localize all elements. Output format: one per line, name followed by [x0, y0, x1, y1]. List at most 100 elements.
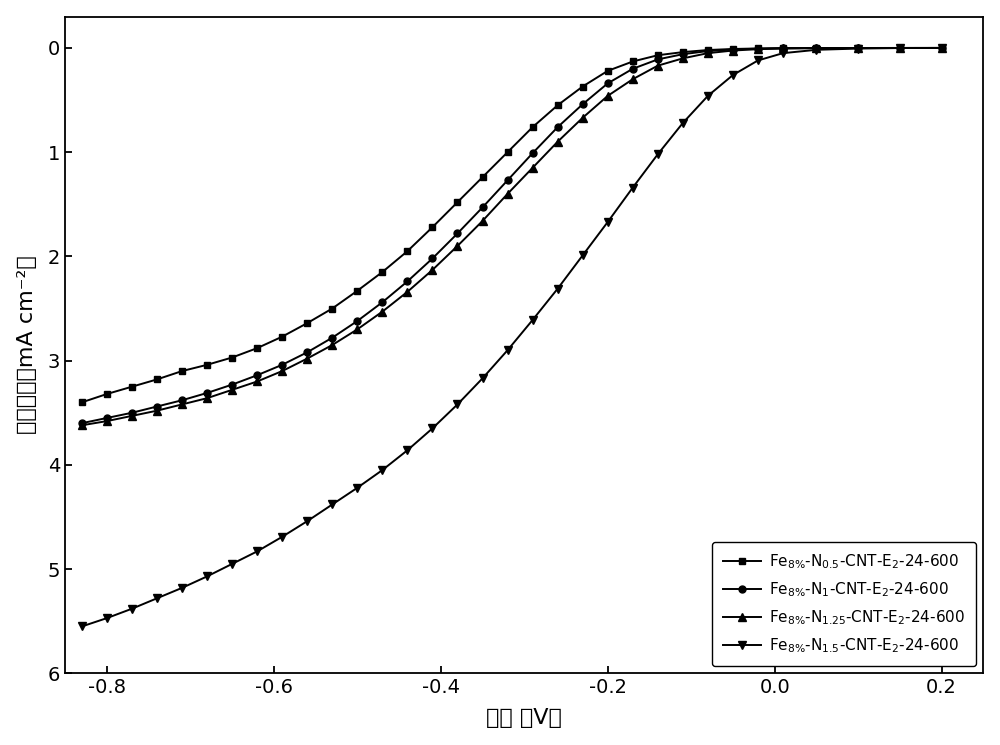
Fe$_{8\%}$-N$_{0.5}$-CNT-E$_2$-24-600 — [451, 197, 463, 206]
Fe$_{8\%}$-N$_{1.25}$-CNT-E$_2$-24-600 — [476, 217, 488, 226]
Fe$_{8\%}$-N$_{0.5}$-CNT-E$_2$-24-600 — [76, 398, 88, 407]
Fe$_{8\%}$-N$_{1.25}$-CNT-E$_2$-24-600 — [577, 113, 589, 122]
Fe$_{8\%}$-N$_{0.5}$-CNT-E$_2$-24-600 — [727, 45, 739, 54]
Fe$_{8\%}$-N$_1$-CNT-E$_2$-24-600 — [777, 44, 789, 53]
Fe$_{8\%}$-N$_1$-CNT-E$_2$-24-600 — [552, 123, 564, 132]
Fe$_{8\%}$-N$_{1.5}$-CNT-E$_2$-24-600 — [677, 118, 689, 127]
Fe$_{8\%}$-N$_{1.5}$-CNT-E$_2$-24-600 — [126, 604, 138, 613]
Fe$_{8\%}$-N$_{0.5}$-CNT-E$_2$-24-600 — [251, 343, 263, 352]
Fe$_{8\%}$-N$_1$-CNT-E$_2$-24-600 — [301, 348, 313, 357]
Fe$_{8\%}$-N$_{1.5}$-CNT-E$_2$-24-600 — [577, 251, 589, 260]
Fe$_{8\%}$-N$_1$-CNT-E$_2$-24-600 — [176, 396, 188, 405]
Fe$_{8\%}$-N$_{0.5}$-CNT-E$_2$-24-600 — [936, 43, 948, 52]
Fe$_{8\%}$-N$_{1.5}$-CNT-E$_2$-24-600 — [527, 316, 539, 325]
Fe$_{8\%}$-N$_{1.5}$-CNT-E$_2$-24-600 — [810, 45, 822, 54]
Fe$_{8\%}$-N$_{1.5}$-CNT-E$_2$-24-600 — [326, 500, 338, 509]
Fe$_{8\%}$-N$_{0.5}$-CNT-E$_2$-24-600 — [527, 123, 539, 132]
Fe$_{8\%}$-N$_1$-CNT-E$_2$-24-600 — [251, 371, 263, 380]
Fe$_{8\%}$-N$_1$-CNT-E$_2$-24-600 — [276, 361, 288, 370]
Fe$_{8\%}$-N$_1$-CNT-E$_2$-24-600 — [852, 43, 864, 52]
Fe$_{8\%}$-N$_{1.5}$-CNT-E$_2$-24-600 — [176, 583, 188, 592]
Fe$_{8\%}$-N$_{0.5}$-CNT-E$_2$-24-600 — [552, 101, 564, 110]
Fe$_{8\%}$-N$_{0.5}$-CNT-E$_2$-24-600 — [301, 319, 313, 328]
Legend: Fe$_{8\%}$-N$_{0.5}$-CNT-E$_2$-24-600, Fe$_{8\%}$-N$_1$-CNT-E$_2$-24-600, Fe$_{8: Fe$_{8\%}$-N$_{0.5}$-CNT-E$_2$-24-600, F… — [712, 542, 976, 666]
Fe$_{8\%}$-N$_{0.5}$-CNT-E$_2$-24-600 — [852, 43, 864, 52]
Fe$_{8\%}$-N$_{1.25}$-CNT-E$_2$-24-600 — [376, 307, 388, 316]
Fe$_{8\%}$-N$_{1.25}$-CNT-E$_2$-24-600 — [351, 325, 363, 334]
Fe$_{8\%}$-N$_{1.5}$-CNT-E$_2$-24-600 — [301, 517, 313, 526]
Fe$_{8\%}$-N$_{1.5}$-CNT-E$_2$-24-600 — [777, 48, 789, 57]
Fe$_{8\%}$-N$_{1.5}$-CNT-E$_2$-24-600 — [727, 71, 739, 80]
Fe$_{8\%}$-N$_{1.5}$-CNT-E$_2$-24-600 — [76, 622, 88, 631]
Fe$_{8\%}$-N$_{1.25}$-CNT-E$_2$-24-600 — [401, 288, 413, 297]
Fe$_{8\%}$-N$_{1.25}$-CNT-E$_2$-24-600 — [101, 416, 113, 425]
Fe$_{8\%}$-N$_{1.5}$-CNT-E$_2$-24-600 — [752, 56, 764, 65]
Fe$_{8\%}$-N$_{1.25}$-CNT-E$_2$-24-600 — [151, 406, 163, 415]
Fe$_{8\%}$-N$_{1.5}$-CNT-E$_2$-24-600 — [852, 44, 864, 53]
Fe$_{8\%}$-N$_{1.25}$-CNT-E$_2$-24-600 — [527, 163, 539, 172]
Fe$_{8\%}$-N$_{1.5}$-CNT-E$_2$-24-600 — [401, 446, 413, 454]
Fe$_{8\%}$-N$_{0.5}$-CNT-E$_2$-24-600 — [276, 332, 288, 341]
Fe$_{8\%}$-N$_{0.5}$-CNT-E$_2$-24-600 — [810, 43, 822, 52]
Fe$_{8\%}$-N$_{0.5}$-CNT-E$_2$-24-600 — [176, 367, 188, 375]
Fe$_{8\%}$-N$_1$-CNT-E$_2$-24-600 — [752, 44, 764, 53]
Fe$_{8\%}$-N$_{1.5}$-CNT-E$_2$-24-600 — [351, 484, 363, 492]
Fe$_{8\%}$-N$_{0.5}$-CNT-E$_2$-24-600 — [126, 382, 138, 391]
Fe$_{8\%}$-N$_{0.5}$-CNT-E$_2$-24-600 — [376, 267, 388, 276]
Fe$_{8\%}$-N$_{1.25}$-CNT-E$_2$-24-600 — [894, 43, 906, 52]
Fe$_{8\%}$-N$_{0.5}$-CNT-E$_2$-24-600 — [577, 82, 589, 91]
Fe$_{8\%}$-N$_{1.5}$-CNT-E$_2$-24-600 — [451, 400, 463, 409]
Fe$_{8\%}$-N$_{1.25}$-CNT-E$_2$-24-600 — [702, 48, 714, 57]
Fe$_{8\%}$-N$_{1.5}$-CNT-E$_2$-24-600 — [426, 424, 438, 433]
Fe$_{8\%}$-N$_1$-CNT-E$_2$-24-600 — [351, 317, 363, 326]
Fe$_{8\%}$-N$_{1.25}$-CNT-E$_2$-24-600 — [301, 354, 313, 363]
Fe$_{8\%}$-N$_1$-CNT-E$_2$-24-600 — [936, 43, 948, 52]
Fe$_{8\%}$-N$_{1.25}$-CNT-E$_2$-24-600 — [251, 377, 263, 386]
Fe$_{8\%}$-N$_{1.5}$-CNT-E$_2$-24-600 — [226, 559, 238, 568]
Fe$_{8\%}$-N$_{1.25}$-CNT-E$_2$-24-600 — [752, 45, 764, 54]
Fe$_{8\%}$-N$_{0.5}$-CNT-E$_2$-24-600 — [677, 48, 689, 57]
Fe$_{8\%}$-N$_{1.25}$-CNT-E$_2$-24-600 — [652, 61, 664, 70]
Fe$_{8\%}$-N$_{0.5}$-CNT-E$_2$-24-600 — [401, 247, 413, 256]
Fe$_{8\%}$-N$_1$-CNT-E$_2$-24-600 — [101, 413, 113, 422]
Fe$_{8\%}$-N$_1$-CNT-E$_2$-24-600 — [426, 254, 438, 263]
Fe$_{8\%}$-N$_1$-CNT-E$_2$-24-600 — [602, 79, 614, 88]
Line: Fe$_{8\%}$-N$_{1.5}$-CNT-E$_2$-24-600: Fe$_{8\%}$-N$_{1.5}$-CNT-E$_2$-24-600 — [78, 44, 946, 630]
Fe$_{8\%}$-N$_1$-CNT-E$_2$-24-600 — [376, 298, 388, 307]
Fe$_{8\%}$-N$_{1.25}$-CNT-E$_2$-24-600 — [552, 137, 564, 146]
Line: Fe$_{8\%}$-N$_{1.25}$-CNT-E$_2$-24-600: Fe$_{8\%}$-N$_{1.25}$-CNT-E$_2$-24-600 — [78, 44, 946, 429]
Fe$_{8\%}$-N$_{1.5}$-CNT-E$_2$-24-600 — [936, 43, 948, 52]
Fe$_{8\%}$-N$_{1.25}$-CNT-E$_2$-24-600 — [602, 92, 614, 101]
Fe$_{8\%}$-N$_{1.25}$-CNT-E$_2$-24-600 — [176, 400, 188, 409]
Fe$_{8\%}$-N$_{1.5}$-CNT-E$_2$-24-600 — [151, 594, 163, 603]
Fe$_{8\%}$-N$_{1.5}$-CNT-E$_2$-24-600 — [502, 346, 514, 355]
X-axis label: 电势 （V）: 电势 （V） — [486, 708, 562, 729]
Fe$_{8\%}$-N$_{0.5}$-CNT-E$_2$-24-600 — [752, 44, 764, 53]
Fe$_{8\%}$-N$_1$-CNT-E$_2$-24-600 — [76, 419, 88, 428]
Line: Fe$_{8\%}$-N$_{0.5}$-CNT-E$_2$-24-600: Fe$_{8\%}$-N$_{0.5}$-CNT-E$_2$-24-600 — [78, 45, 945, 406]
Fe$_{8\%}$-N$_{1.25}$-CNT-E$_2$-24-600 — [777, 44, 789, 53]
Fe$_{8\%}$-N$_1$-CNT-E$_2$-24-600 — [326, 333, 338, 342]
Fe$_{8\%}$-N$_{0.5}$-CNT-E$_2$-24-600 — [702, 45, 714, 54]
Fe$_{8\%}$-N$_1$-CNT-E$_2$-24-600 — [577, 100, 589, 109]
Fe$_{8\%}$-N$_{1.25}$-CNT-E$_2$-24-600 — [426, 265, 438, 274]
Line: Fe$_{8\%}$-N$_1$-CNT-E$_2$-24-600: Fe$_{8\%}$-N$_1$-CNT-E$_2$-24-600 — [78, 45, 945, 427]
Fe$_{8\%}$-N$_1$-CNT-E$_2$-24-600 — [627, 64, 639, 73]
Fe$_{8\%}$-N$_1$-CNT-E$_2$-24-600 — [810, 43, 822, 52]
Fe$_{8\%}$-N$_1$-CNT-E$_2$-24-600 — [226, 380, 238, 389]
Fe$_{8\%}$-N$_1$-CNT-E$_2$-24-600 — [201, 388, 213, 397]
Fe$_{8\%}$-N$_{1.25}$-CNT-E$_2$-24-600 — [126, 411, 138, 420]
Fe$_{8\%}$-N$_{1.25}$-CNT-E$_2$-24-600 — [326, 340, 338, 349]
Fe$_{8\%}$-N$_{1.25}$-CNT-E$_2$-24-600 — [451, 241, 463, 250]
Y-axis label: 电流密度（mA cm⁻²）: 电流密度（mA cm⁻²） — [17, 256, 37, 434]
Fe$_{8\%}$-N$_{0.5}$-CNT-E$_2$-24-600 — [894, 43, 906, 52]
Fe$_{8\%}$-N$_{1.25}$-CNT-E$_2$-24-600 — [936, 43, 948, 52]
Fe$_{8\%}$-N$_{1.5}$-CNT-E$_2$-24-600 — [702, 92, 714, 101]
Fe$_{8\%}$-N$_1$-CNT-E$_2$-24-600 — [151, 402, 163, 411]
Fe$_{8\%}$-N$_1$-CNT-E$_2$-24-600 — [652, 55, 664, 64]
Fe$_{8\%}$-N$_1$-CNT-E$_2$-24-600 — [727, 45, 739, 54]
Fe$_{8\%}$-N$_{1.25}$-CNT-E$_2$-24-600 — [201, 393, 213, 402]
Fe$_{8\%}$-N$_{1.25}$-CNT-E$_2$-24-600 — [226, 385, 238, 394]
Fe$_{8\%}$-N$_{1.25}$-CNT-E$_2$-24-600 — [852, 43, 864, 52]
Fe$_{8\%}$-N$_{0.5}$-CNT-E$_2$-24-600 — [201, 361, 213, 370]
